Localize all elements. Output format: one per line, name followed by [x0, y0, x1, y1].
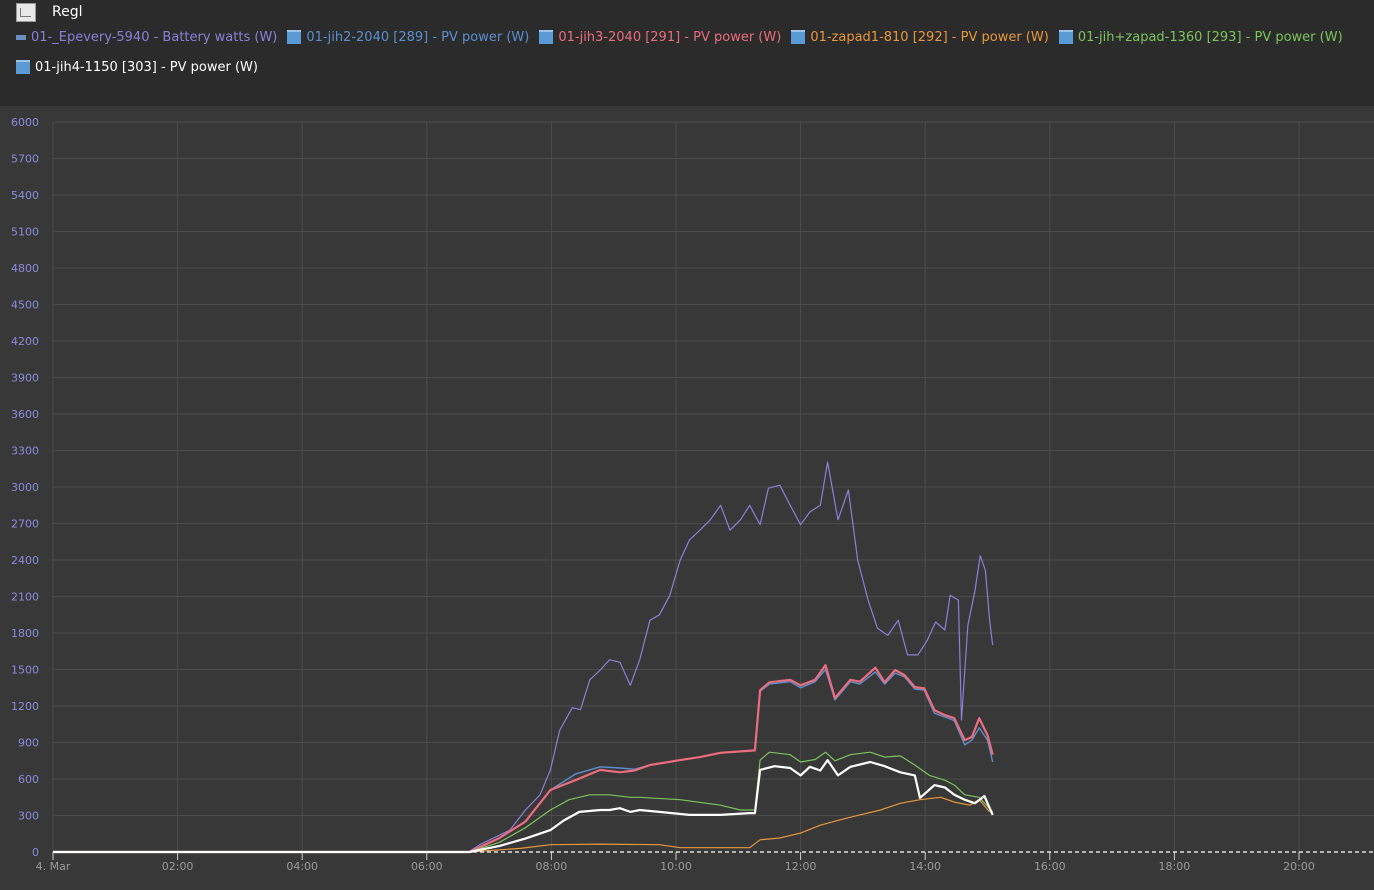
chart-area: 0 300 600 900 1200 1500 1800 2100 2400 2700 3000 33…	[0, 106, 1374, 890]
legend-label: 01-jih+zapad-1360 [293] - PV power (W)	[1077, 29, 1343, 45]
series-line-4	[53, 751, 994, 853]
y-tick-label: 600	[18, 773, 39, 786]
pv-panel-icon	[16, 60, 30, 74]
y-tick-label: 4200	[11, 335, 39, 348]
title-row: Regl	[16, 2, 83, 22]
y-tick-label: 900	[18, 737, 39, 750]
y-tick-label: 3900	[11, 372, 39, 385]
y-tick-label: 1800	[11, 627, 39, 640]
chart-title: Regl	[52, 4, 83, 20]
legend: 01-_Epevery-5940 - Battery watts (W) 01-j…	[16, 28, 1366, 76]
x-tick-label: 08:00	[536, 860, 568, 873]
y-tick-label: 3000	[11, 481, 39, 494]
y-tick-label: 6000	[11, 116, 39, 129]
chart-icon	[16, 2, 36, 22]
x-tick-label: 14:00	[909, 860, 941, 873]
y-tick-label: 3300	[11, 445, 39, 458]
legend-label: 01-jih2-2040 [289] - PV power (W)	[306, 29, 530, 45]
chart-header: Regl 01-_Epevery-5940 - Battery watts (W…	[0, 0, 1374, 106]
pv-panel-icon	[791, 30, 806, 44]
battery-icon	[16, 34, 26, 40]
x-tick-label: 06:00	[411, 860, 443, 873]
legend-item[interactable]: 01-jih3-2040 [291] - PV power (W)	[539, 28, 781, 46]
y-tick-label: 1200	[11, 700, 39, 713]
x-tick-label: 04:00	[286, 860, 318, 873]
legend-label: 01-zapad1-810 [292] - PV power (W)	[810, 29, 1049, 45]
y-tick-label: 4500	[11, 299, 39, 312]
legend-item[interactable]: 01-jih4-1150 [303] - PV power (W)	[16, 58, 258, 76]
pv-panel-icon	[539, 30, 554, 44]
legend-label: 01-jih4-1150 [303] - PV power (W)	[35, 59, 258, 75]
y-tick-label: 5700	[11, 153, 39, 166]
x-tick-label: 20:00	[1283, 860, 1315, 873]
legend-label: 01-_Epevery-5940 - Battery watts (W)	[31, 29, 278, 45]
legend-item[interactable]: 01-jih2-2040 [289] - PV power (W)	[287, 28, 529, 46]
y-tick-label: 2400	[11, 554, 39, 567]
x-tick-label: 12:00	[785, 860, 817, 873]
y-tick-label: 5100	[11, 226, 39, 239]
x-tick-label: 02:00	[162, 860, 194, 873]
y-tick-label: 1500	[11, 664, 39, 677]
y-tick-label: 2700	[11, 518, 39, 531]
y-tick-label: 4800	[11, 262, 39, 275]
series-line-0	[53, 461, 994, 853]
y-tick-label: 300	[18, 810, 39, 823]
legend-item[interactable]: 01-zapad1-810 [292] - PV power (W)	[791, 28, 1049, 46]
y-tick-label: 3600	[11, 408, 39, 421]
y-tick-label: 0	[32, 846, 39, 859]
series-line-1	[53, 668, 994, 853]
x-tick-label: 4. Mar	[36, 860, 71, 873]
legend-label: 01-jih3-2040 [291] - PV power (W)	[558, 29, 782, 45]
legend-item[interactable]: 01-jih+zapad-1360 [293] - PV power (W)	[1058, 28, 1343, 46]
pv-panel-icon	[1058, 30, 1073, 44]
series-line-2	[53, 664, 994, 854]
x-tick-label: 16:00	[1034, 860, 1066, 873]
pv-panel-icon	[287, 30, 302, 44]
y-tick-label: 5400	[11, 189, 39, 202]
y-tick-label: 2100	[11, 591, 39, 604]
series-line-3	[53, 796, 991, 853]
line-chart: 0 300 600 900 1200 1500 1800 2100 2400 2700 3000 33…	[11, 116, 1374, 873]
legend-item[interactable]: 01-_Epevery-5940 - Battery watts (W)	[16, 28, 277, 46]
x-tick-label: 10:00	[660, 860, 692, 873]
x-tick-label: 18:00	[1159, 860, 1191, 873]
series-line-5	[53, 759, 994, 854]
